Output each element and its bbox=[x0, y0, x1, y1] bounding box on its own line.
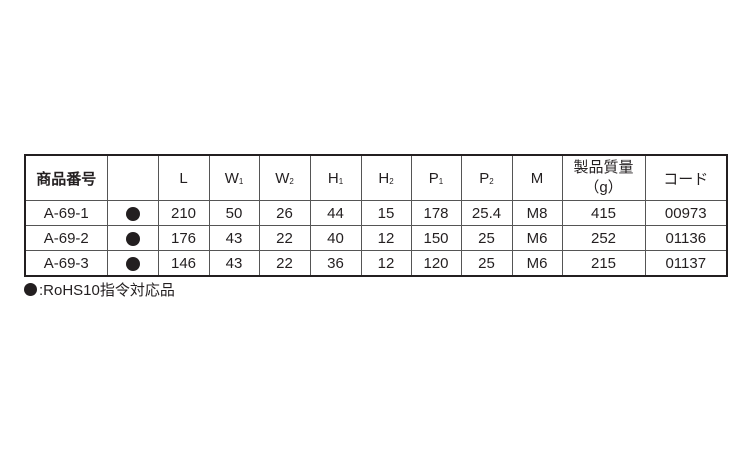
cell-rohs bbox=[106, 225, 159, 251]
cell-code: A-69-3 bbox=[24, 250, 108, 277]
header-W1: W1 bbox=[208, 154, 260, 201]
cell-P1: 120 bbox=[410, 250, 462, 277]
cell-W2: 22 bbox=[258, 250, 311, 277]
rohs-footnote: :RoHS10指令対応品 bbox=[24, 279, 175, 300]
cell-mass: 252 bbox=[561, 225, 646, 251]
cell-M: M8 bbox=[511, 200, 563, 226]
cell-code: A-69-1 bbox=[24, 200, 108, 226]
cell-P2: 25 bbox=[460, 250, 513, 277]
cell-cd: 01136 bbox=[644, 225, 728, 251]
spec-table: 商品番号 L W1 W2 H1 H2 P1 P2 M 製品質量 （g） コード A… bbox=[24, 154, 728, 277]
cell-W1: 43 bbox=[208, 225, 260, 251]
cell-mass: 215 bbox=[561, 250, 646, 277]
cell-L: 146 bbox=[157, 250, 210, 277]
cell-L: 210 bbox=[157, 200, 210, 226]
header-rohs bbox=[106, 154, 159, 201]
table-row: A-69-3 146 43 22 36 12 120 25 M6 215 01137 bbox=[24, 250, 728, 277]
header-row: 商品番号 L W1 W2 H1 H2 P1 P2 M 製品質量 （g） コード bbox=[24, 154, 728, 201]
table-row: A-69-1 210 50 26 44 15 178 25.4 M8 415 00973 bbox=[24, 200, 728, 226]
header-product-number: 商品番号 bbox=[24, 154, 108, 201]
cell-P2: 25.4 bbox=[460, 200, 513, 226]
cell-H1: 36 bbox=[309, 250, 362, 277]
cell-cd: 00973 bbox=[644, 200, 728, 226]
cell-P2: 25 bbox=[460, 225, 513, 251]
table-row: A-69-2 176 43 22 40 12 150 25 M6 252 01136 bbox=[24, 225, 728, 251]
cell-H1: 40 bbox=[309, 225, 362, 251]
cell-L: 176 bbox=[157, 225, 210, 251]
cell-W2: 26 bbox=[258, 200, 311, 226]
cell-mass: 415 bbox=[561, 200, 646, 226]
cell-rohs bbox=[106, 250, 159, 277]
header-code: コード bbox=[644, 154, 728, 201]
cell-rohs bbox=[106, 200, 159, 226]
rohs-circle-icon bbox=[125, 256, 140, 271]
rohs-circle-icon bbox=[125, 206, 140, 221]
cell-H2: 15 bbox=[360, 200, 412, 226]
header-P1: P1 bbox=[410, 154, 462, 201]
header-mass: 製品質量 （g） bbox=[561, 154, 646, 201]
filled-circle-icon bbox=[24, 283, 37, 296]
header-M: M bbox=[511, 154, 563, 201]
header-H2: H2 bbox=[360, 154, 412, 201]
cell-H2: 12 bbox=[360, 225, 412, 251]
cell-W2: 22 bbox=[258, 225, 311, 251]
cell-H1: 44 bbox=[309, 200, 362, 226]
cell-H2: 12 bbox=[360, 250, 412, 277]
cell-M: M6 bbox=[511, 225, 563, 251]
header-P2: P2 bbox=[460, 154, 513, 201]
cell-P1: 150 bbox=[410, 225, 462, 251]
cell-W1: 43 bbox=[208, 250, 260, 277]
cell-W1: 50 bbox=[208, 200, 260, 226]
cell-cd: 01137 bbox=[644, 250, 728, 277]
header-H1: H1 bbox=[309, 154, 362, 201]
rohs-circle-icon bbox=[125, 231, 140, 246]
header-L: L bbox=[157, 154, 210, 201]
cell-P1: 178 bbox=[410, 200, 462, 226]
footnote-text: :RoHS10指令対応品 bbox=[39, 282, 175, 299]
cell-code: A-69-2 bbox=[24, 225, 108, 251]
cell-M: M6 bbox=[511, 250, 563, 277]
header-W2: W2 bbox=[258, 154, 311, 201]
